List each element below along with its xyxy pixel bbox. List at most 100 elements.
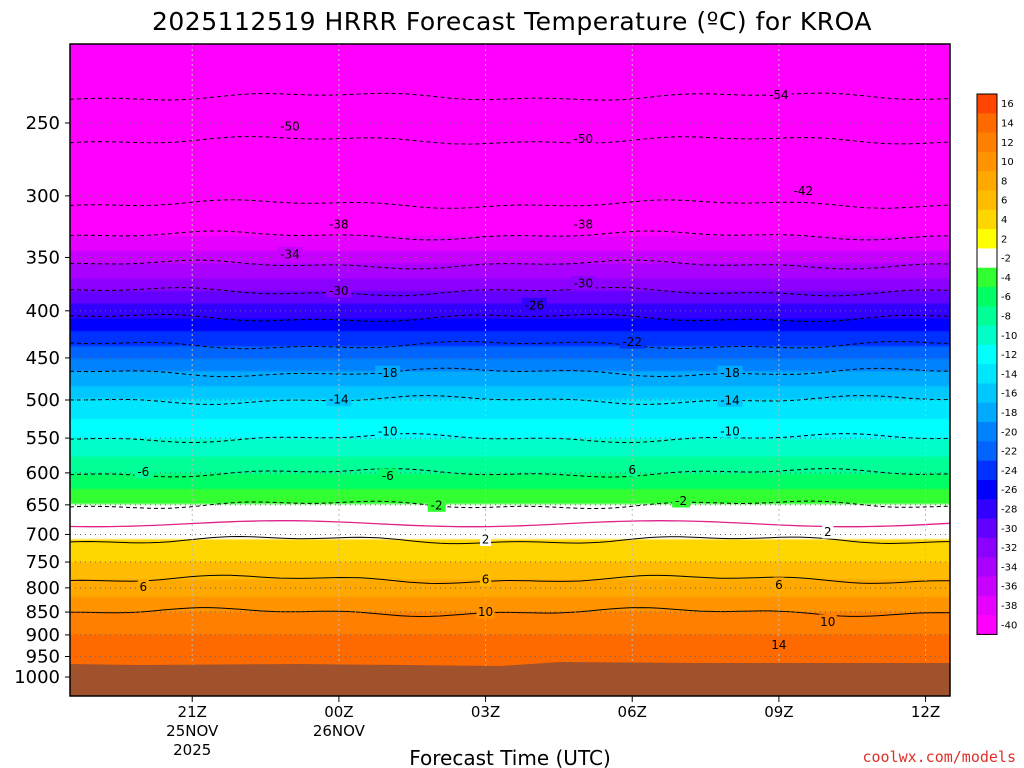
contour-label-bg — [378, 468, 397, 483]
contour-label: -38 — [574, 218, 594, 232]
colorbar-swatch — [977, 595, 997, 616]
contour-label-bg — [521, 297, 547, 312]
contour-label: -38 — [329, 218, 349, 232]
contour-label-bg — [134, 464, 153, 479]
contour-label: -14 — [329, 393, 349, 407]
contour-label: 2 — [824, 525, 832, 539]
contour-label-bg — [626, 462, 638, 477]
isotherm-2 — [70, 535, 950, 545]
colorbar: 16 14 12 10 8 6 4 2 -2 -4 -6 -8 -10 -12 -14 -16 -18 -20 -2… — [976, 93, 1017, 635]
contour-label-bg — [326, 217, 352, 232]
colorbar-swatch — [977, 557, 997, 577]
contour-label: 10 — [478, 605, 493, 619]
contour-label: -50 — [574, 132, 594, 146]
colorbar-swatch — [977, 113, 997, 134]
colorbar-swatch — [977, 441, 997, 462]
contour-label: -10 — [378, 424, 398, 438]
contour-label: 10 — [820, 615, 835, 629]
colorbar-label: -4 — [1001, 273, 1011, 284]
contour-label: -6 — [137, 465, 149, 479]
y-tick-label: 400 — [26, 301, 60, 322]
contour-label-bg — [717, 423, 743, 438]
colorbar-label: -10 — [1001, 331, 1017, 342]
y-axis: 2503003504004505005506006507007508008509… — [14, 113, 70, 688]
colorbar-swatch — [977, 499, 997, 520]
colorbar-swatch — [977, 151, 997, 172]
contour-label-bg — [480, 572, 492, 587]
colorbar-frame — [976, 93, 998, 635]
contour-label-bg — [476, 604, 495, 619]
x-tick-label: 06Z — [618, 703, 647, 721]
freezing-line — [70, 520, 950, 528]
y-tick-label: 900 — [26, 625, 60, 646]
colorbar-label: -34 — [1001, 562, 1017, 573]
contour-label-bg — [326, 283, 352, 298]
contour-label: -14 — [720, 394, 740, 408]
y-tick-label: 950 — [26, 647, 60, 668]
contour-label-bg — [790, 183, 816, 198]
colorbar-swatch — [977, 267, 997, 288]
contour-label: -50 — [280, 120, 300, 134]
contour-label-bg — [570, 131, 596, 146]
y-tick-label: 450 — [26, 348, 60, 369]
contour-label: -26 — [525, 298, 545, 312]
plot-frame — [69, 43, 951, 697]
x-tick-label: 00Z — [324, 703, 353, 721]
colorbar-label: 10 — [1001, 157, 1014, 168]
contour-label-bg — [717, 393, 743, 407]
colorbar-label: -2 — [1001, 254, 1011, 265]
colorbar-swatch — [977, 248, 997, 269]
colorbar-swatch — [977, 480, 997, 500]
contour-label-bg — [672, 493, 691, 508]
contour-label: -2 — [431, 498, 443, 512]
y-tick-label: 550 — [26, 428, 60, 449]
x-tick-sublabel: 25NOV — [166, 722, 219, 740]
y-tick-label: 350 — [26, 247, 60, 268]
colorbar-swatch — [977, 306, 997, 327]
contour-label: 2 — [482, 533, 490, 547]
contour-label: -34 — [280, 248, 300, 262]
contour-label: -18 — [720, 366, 740, 380]
colorbar-swatch — [977, 460, 997, 481]
contour-label: -2 — [675, 494, 687, 508]
colorbar-label: -12 — [1001, 350, 1017, 361]
colorbar-label: 4 — [1001, 215, 1007, 226]
temperature-field — [70, 44, 950, 696]
colorbar-label: -32 — [1001, 543, 1017, 554]
contour-label-bg — [822, 524, 834, 539]
contour-label-bg — [326, 392, 352, 407]
colorbar-label: -22 — [1001, 447, 1017, 458]
x-tick-label: 12Z — [911, 703, 940, 721]
y-tick-label: 500 — [26, 390, 60, 411]
x-tick-sublabel: 26NOV — [313, 722, 366, 740]
credit-link[interactable]: coolwx.com/models — [862, 748, 1016, 766]
y-tick-label: 850 — [26, 602, 60, 623]
contour-label-bg — [769, 637, 788, 652]
contour-label: -30 — [574, 276, 594, 290]
colorbar-swatch — [977, 364, 997, 384]
contour-label-bg — [766, 87, 792, 102]
contour-label-bg — [570, 275, 596, 290]
colorbar-swatch — [977, 615, 997, 635]
contour-label-bg — [773, 577, 785, 592]
colorbar-label: 14 — [1001, 118, 1014, 129]
contour-label: 14 — [771, 638, 786, 652]
colorbar-label: -20 — [1001, 427, 1017, 438]
colorbar-label: -14 — [1001, 369, 1017, 380]
contour-label-bg — [375, 423, 401, 438]
y-tick-label: 750 — [26, 552, 60, 573]
colorbar-label: 6 — [1001, 196, 1007, 207]
colorbar-label: -30 — [1001, 524, 1017, 535]
x-axis-title: Forecast Time (UTC) — [409, 746, 611, 768]
colorbar-swatch — [977, 325, 997, 346]
y-tick-label: 250 — [26, 113, 60, 134]
y-tick-label: 700 — [26, 524, 60, 545]
colorbar-label: -24 — [1001, 466, 1017, 477]
colorbar-swatch — [977, 518, 997, 539]
contour-label: -30 — [329, 284, 349, 298]
contour-label-bg — [375, 365, 401, 380]
contour-label-bg — [480, 532, 492, 547]
colorbar-swatch — [977, 94, 997, 114]
contour-label-bg — [619, 334, 645, 349]
